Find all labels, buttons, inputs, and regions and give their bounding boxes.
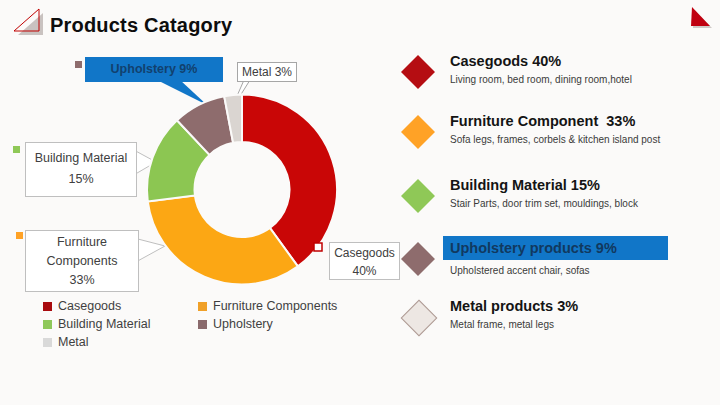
legend-item-upholstery[interactable]: Upholstery: [198, 317, 273, 331]
list-item-furniture[interactable]: Furniture Component 33% Sofa legs, frame…: [402, 113, 702, 159]
item-desc: Upholstered accent chair, sofas: [450, 264, 640, 276]
item-desc: Living room, bed room, dining room,hotel: [450, 73, 632, 85]
diamond-icon-upholstery: [401, 242, 435, 276]
callout-furniture-label2: Components: [26, 252, 138, 271]
upholstery-anchor-handle: [75, 61, 82, 68]
legend-item-metal[interactable]: Metal: [43, 335, 89, 349]
callout-building-material[interactable]: Building Material 15%: [25, 142, 137, 197]
callout-upholstery[interactable]: Upholstery 9%: [85, 57, 223, 82]
callout-building-pct: 15%: [26, 169, 136, 190]
callout-metal-label: Metal 3%: [242, 65, 292, 79]
callout-building-label: Building Material: [26, 148, 136, 169]
item-desc: Metal frame, metal legs: [450, 318, 561, 330]
slice-furniture-components[interactable]: [148, 195, 298, 284]
callout-casegoods-pct: 40%: [330, 262, 399, 280]
list-item-upholstery[interactable]: Upholstery products 9% Upholstered accen…: [402, 236, 702, 282]
legend-swatch-building: [43, 320, 52, 329]
list-item-metal[interactable]: Metal products 3% Metal frame, metal leg…: [402, 298, 702, 344]
legend-label: Upholstery: [213, 317, 273, 331]
callout-casegoods[interactable]: Casegoods 40%: [329, 242, 400, 280]
diamond-icon-furniture: [401, 115, 435, 149]
diamond-icon-building: [401, 179, 435, 213]
legend-item-building[interactable]: Building Material: [43, 317, 150, 331]
item-desc: Stair Parts, door trim set, mouldings, b…: [450, 197, 638, 209]
legend-item-furniture[interactable]: Furniture Components: [198, 299, 337, 313]
building-anchor-handle: [13, 146, 20, 153]
callout-metal[interactable]: Metal 3%: [237, 62, 297, 82]
callout-furniture-pct: 33%: [26, 271, 138, 290]
legend-swatch-upholstery: [198, 320, 207, 329]
legend-swatch-casegoods: [43, 302, 52, 311]
furniture-anchor-handle: [16, 232, 23, 239]
item-title: Metal products 3%: [450, 298, 578, 314]
legend-label: Metal: [58, 335, 89, 349]
list-item-casegoods[interactable]: Casegoods 40% Living room, bed room, din…: [402, 53, 702, 99]
logo-triangles: [14, 9, 43, 35]
legend-label: Casegoods: [58, 299, 121, 313]
casegoods-anchor-handle: [314, 243, 322, 251]
legend-item-casegoods[interactable]: Casegoods: [43, 299, 121, 313]
legend-swatch-metal: [43, 338, 52, 347]
callout-furniture-components[interactable]: Furniture Components 33%: [25, 230, 139, 292]
item-title-highlighted: Upholstery products 9%: [443, 236, 668, 260]
callout-furniture-label1: Furniture: [26, 233, 138, 252]
item-title: Casegoods 40%: [450, 53, 659, 69]
item-title: Furniture Component 33%: [450, 113, 692, 129]
legend-label: Building Material: [58, 317, 150, 331]
callout-casegoods-label: Casegoods: [330, 244, 399, 262]
slide: Products Catagory Upholstery 9% Metal 3%…: [0, 0, 720, 405]
diamond-icon-metal: [401, 300, 438, 337]
legend-swatch-furniture: [198, 302, 207, 311]
callout-upholstery-label: Upholstery 9%: [111, 62, 198, 76]
page-title: Products Catagory: [50, 14, 232, 37]
item-desc: Sofa legs, frames, corbels & kitchen isl…: [450, 133, 660, 145]
upholstery-callout-pointer: [157, 80, 207, 105]
legend-label: Furniture Components: [213, 299, 337, 313]
list-item-building[interactable]: Building Material 15% Stair Parts, door …: [402, 177, 702, 223]
corner-triangle-icon: [691, 7, 712, 28]
diamond-icon-casegoods: [401, 55, 435, 89]
item-title: Building Material 15%: [450, 177, 666, 193]
